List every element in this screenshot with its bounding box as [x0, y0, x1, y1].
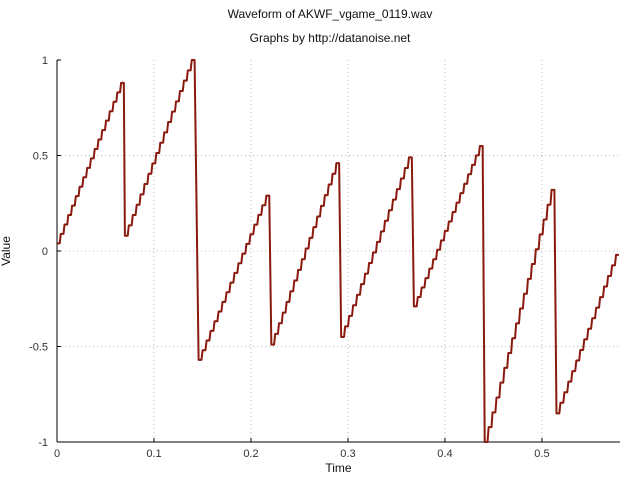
x-tick-label: 0.4 [437, 448, 452, 460]
axes-layer: 0 0.1 0.2 0.3 0.4 0.5 -1 -0.5 0 0.5 1 [29, 55, 620, 460]
series-layer [57, 59, 619, 443]
chart-title: Waveform of AKWF_vgame_0119.wav [228, 7, 433, 21]
y-tick-label: -0.5 [29, 342, 48, 354]
x-tick-label: 0.3 [340, 448, 355, 460]
chart-subtitle: Graphs by http://datanoise.net [250, 31, 411, 45]
y-tick-label: 0 [42, 246, 48, 258]
x-tick-label: 0.1 [146, 448, 161, 460]
y-tick-label: 0.5 [33, 151, 48, 163]
waveform-line [57, 59, 619, 443]
x-tick-label: 0 [54, 448, 60, 460]
x-tick-label: 0.5 [534, 448, 549, 460]
x-axis-label: Time [325, 461, 352, 475]
y-axis-label: Value [0, 236, 13, 266]
y-tick-label: -1 [38, 437, 48, 449]
y-tick-label: 1 [42, 55, 48, 67]
x-tick-label: 0.2 [243, 448, 258, 460]
